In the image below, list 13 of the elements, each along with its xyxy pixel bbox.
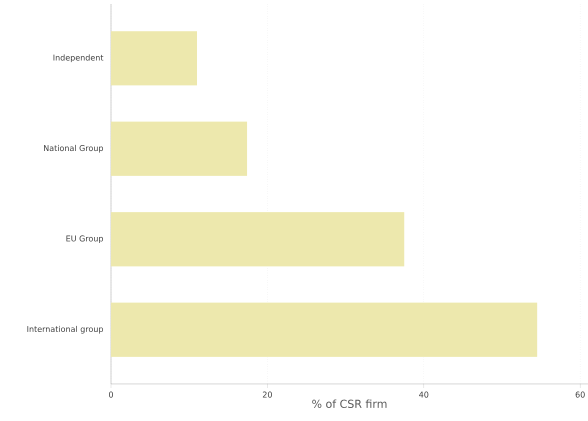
y-tick-label: National Group (44, 144, 104, 153)
x-tick-label: 40 (419, 392, 428, 398)
bar (111, 212, 404, 266)
bar (111, 122, 248, 176)
bar (111, 302, 538, 357)
y-tick-label: International group (27, 326, 104, 334)
x-tick-label: 20 (262, 392, 272, 398)
y-tick-label: Independent (54, 54, 104, 62)
x-tick-label: 0 (108, 392, 114, 398)
bar (111, 31, 198, 86)
x-axis-title: % of CSR firm (312, 399, 386, 408)
x-tick-label: 60 (576, 392, 585, 398)
y-tick-label: EU Group (66, 235, 104, 244)
